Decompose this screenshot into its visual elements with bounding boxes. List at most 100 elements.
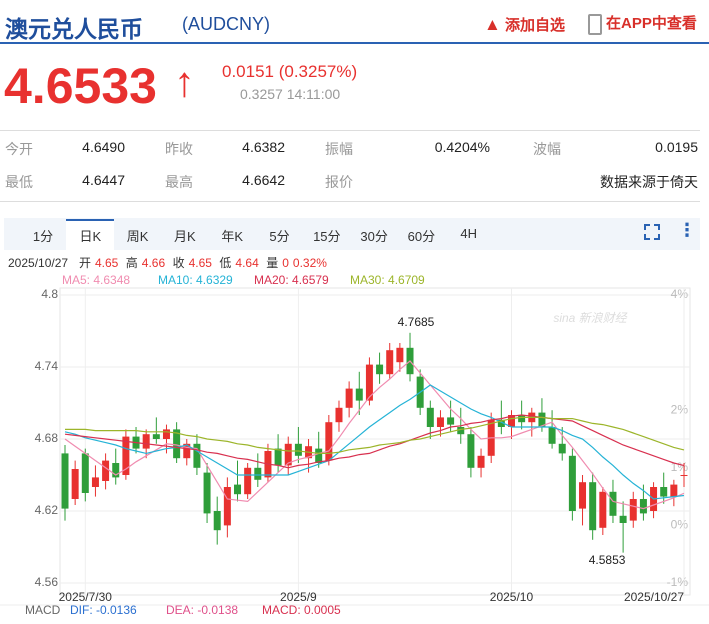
change: 0.0151 (0.3257%) — [222, 62, 358, 81]
fullscreen-icon[interactable] — [644, 224, 660, 240]
info-value: 4.65 — [189, 256, 213, 270]
candle-body — [284, 443, 292, 466]
info-value: 4.66 — [142, 256, 166, 270]
candle-body — [376, 364, 384, 375]
candle-body — [254, 467, 262, 480]
x-tick-label: 2025/10 — [490, 590, 534, 604]
candle-body — [538, 412, 546, 427]
tab[interactable]: 年K — [221, 229, 244, 244]
candle-body — [639, 499, 647, 514]
candle-body — [345, 388, 353, 408]
title: 澳元兑人民币 — [5, 16, 143, 42]
candle-body — [315, 448, 323, 463]
candle-body — [183, 443, 191, 459]
candle-body — [102, 460, 110, 481]
phone-icon — [588, 13, 602, 35]
macd-label: MACD: 0.0005 — [262, 603, 341, 617]
tab[interactable]: 30分 — [360, 229, 388, 244]
candle-body — [61, 453, 69, 509]
candle-body — [558, 443, 566, 454]
candle-body — [81, 453, 89, 493]
stat-value: 4.6642 — [242, 172, 285, 188]
info-value: 0 — [282, 256, 289, 270]
price: 4.6533 — [4, 58, 157, 114]
tab[interactable]: 4H — [460, 226, 477, 241]
tab[interactable]: 日K — [79, 229, 102, 244]
candle-body — [173, 429, 181, 459]
open-app[interactable]: 在APP中查看 — [588, 12, 697, 35]
candle-body — [294, 443, 302, 456]
y-tick-label: 4.74 — [35, 359, 59, 373]
low-annotation: 4.5853 — [589, 553, 626, 567]
ma-line — [64, 414, 685, 469]
more-icon[interactable]: ⋮ — [678, 220, 696, 240]
y-tick-label: 4.68 — [35, 431, 59, 445]
candle-body — [507, 415, 515, 427]
tab[interactable]: 周K — [126, 229, 149, 244]
candle-body — [660, 487, 668, 497]
tab[interactable]: 60分 — [407, 229, 436, 244]
add-favorite[interactable]: ▲ 添加自选 — [484, 14, 565, 35]
x-tick-label: 2025/9 — [280, 590, 317, 604]
candle-body — [213, 511, 221, 531]
add-text: 添加自选 — [505, 17, 566, 34]
candle-body — [568, 455, 576, 511]
candle-body — [162, 429, 170, 439]
fire-icon: ▲ — [484, 15, 501, 34]
candle-body — [365, 364, 373, 401]
candle-body — [396, 347, 404, 363]
sub-quote: 0.3257 14:11:00 — [240, 86, 341, 102]
info-label: 量 — [266, 256, 278, 270]
candle-body — [193, 443, 201, 468]
ma-line — [65, 416, 685, 454]
candle-body — [71, 469, 79, 499]
candle-body — [244, 467, 252, 495]
candle-body — [548, 427, 556, 444]
info-label: 高 — [126, 255, 138, 270]
code: (AUDCNY) — [182, 14, 270, 34]
candle-body — [589, 482, 597, 531]
candle-body — [467, 434, 475, 468]
candle-body — [497, 419, 505, 427]
candle-body — [325, 422, 333, 461]
stat-value: 4.6490 — [82, 139, 125, 155]
candle-body — [426, 407, 434, 427]
stat-label: 昨收 — [165, 141, 193, 157]
tab[interactable]: 1分 — [32, 229, 54, 244]
info-value: 4.64 — [235, 256, 259, 270]
stat-value: 数据来源于倚天 — [600, 174, 698, 190]
legend-entry: MA10: 4.6329 — [158, 273, 233, 287]
x-tick-label: 2025/10/27 — [624, 590, 684, 604]
ma-line — [64, 384, 685, 500]
info-label: 开 — [79, 256, 91, 270]
stats-rule — [0, 130, 700, 131]
tab[interactable]: 5分 — [269, 229, 290, 244]
y2-tick-label: -1% — [667, 575, 689, 589]
y2-tick-label: 4% — [671, 287, 689, 301]
tab[interactable]: 15分 — [313, 229, 341, 244]
y-tick-label: 4.62 — [35, 503, 59, 517]
app-text: 在APP中查看 — [606, 15, 697, 32]
legend-entry: MA5: 4.6348 — [62, 273, 130, 287]
high-annotation: 4.7685 — [398, 315, 435, 329]
candle-body — [680, 475, 688, 476]
candle-body — [518, 415, 526, 423]
stat-label: 最低 — [5, 174, 33, 190]
tab-selected-box — [66, 219, 115, 250]
header-rule — [0, 42, 709, 44]
stat-label: 报价 — [325, 174, 353, 190]
candle-body — [386, 350, 394, 375]
y2-tick-label: 1% — [671, 460, 689, 474]
tab[interactable]: 月K — [174, 229, 196, 244]
candle-body — [152, 434, 160, 439]
y-tick-label: 4.8 — [41, 287, 58, 301]
candle-body — [234, 484, 242, 495]
candle-body — [579, 482, 587, 509]
stat-value: 4.6382 — [242, 139, 285, 155]
legend-entry: MA20: 4.6579 — [254, 273, 329, 287]
stats-rule — [0, 201, 700, 202]
candle-body — [112, 463, 120, 478]
candle-body — [355, 388, 363, 401]
